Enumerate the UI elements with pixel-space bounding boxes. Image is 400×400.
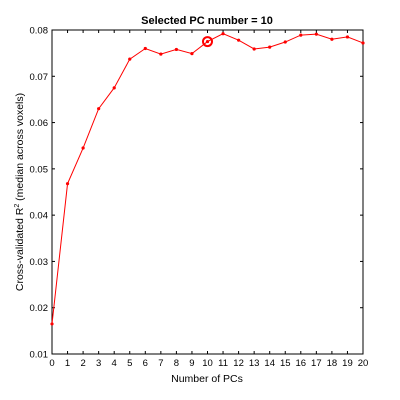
- y-tick-label: 0.01: [30, 350, 49, 361]
- x-tick-label: 5: [127, 358, 132, 369]
- y-tick-label: 0.08: [30, 26, 49, 37]
- series-line: [51, 33, 364, 324]
- chart-title: Selected PC number = 10: [141, 15, 273, 27]
- data-point: [221, 32, 225, 36]
- y-axis-label: Cross-validated R2 (median across voxels…: [14, 93, 26, 291]
- selected-point-marker: [202, 36, 213, 48]
- x-tick-label: 10: [202, 358, 213, 369]
- x-axis-label: Number of PCs: [171, 373, 243, 385]
- x-tick-label: 18: [327, 358, 338, 369]
- data-point: [159, 52, 163, 56]
- plot-frame: [51, 29, 364, 355]
- y-axis-label-prefix: Cross-validated R: [14, 207, 26, 291]
- x-tick-label: 16: [296, 358, 307, 369]
- data-point: [81, 146, 85, 150]
- x-tick-label: 13: [249, 358, 260, 369]
- data-point: [330, 37, 334, 41]
- data-point: [143, 46, 147, 51]
- data-point: [299, 33, 303, 37]
- data-point: [205, 39, 210, 44]
- series-layer: [50, 32, 365, 326]
- y-tick-label: 0.02: [30, 303, 49, 314]
- data-point: [361, 41, 365, 45]
- data-point: [252, 47, 256, 51]
- x-tick-label: 0: [49, 358, 54, 369]
- x-tick-label: 6: [143, 358, 148, 369]
- x-tick-label: 17: [311, 358, 322, 369]
- x-tick-label: 15: [280, 358, 291, 369]
- x-tick-label: 12: [233, 358, 244, 369]
- data-point: [174, 47, 178, 52]
- data-point: [314, 32, 318, 36]
- data-point: [97, 107, 101, 111]
- x-tick-label: 1: [65, 358, 70, 369]
- data-point: [237, 38, 241, 42]
- data-point: [345, 35, 350, 39]
- data-point: [65, 182, 70, 186]
- y-tick-label: 0.05: [30, 164, 49, 175]
- x-tick-label: 11: [218, 358, 228, 369]
- y-tick-label: 0.04: [30, 211, 49, 222]
- x-tick-label: 19: [342, 358, 353, 369]
- x-axis: 0 1 2 3 4 5 6 7 8 9 10 11 12 13 14 15 16 17 18 19 20: [49, 30, 368, 369]
- x-tick-label: 14: [264, 358, 275, 369]
- x-tick-label: 8: [174, 358, 179, 369]
- data-point: [50, 322, 54, 326]
- x-tick-label: 9: [189, 358, 194, 369]
- y-axis-label-superscript: 2: [14, 204, 21, 208]
- x-tick-label: 3: [96, 358, 101, 369]
- y-tick-label: 0.06: [30, 118, 49, 129]
- x-tick-label: 7: [158, 358, 163, 369]
- y-tick-label: 0.03: [30, 257, 49, 268]
- x-tick-label: 4: [112, 358, 117, 369]
- data-point: [283, 40, 287, 44]
- y-tick-label: 0.07: [30, 72, 49, 83]
- data-point: [268, 45, 272, 49]
- data-point: [112, 86, 116, 90]
- data-point: [128, 57, 132, 61]
- x-tick-label: 20: [358, 358, 369, 369]
- data-point: [190, 52, 194, 56]
- y-axis: 0.01 0.02 0.03 0.04 0.05 0.06 0.07 0.08: [30, 26, 363, 361]
- x-tick-label: 2: [80, 358, 85, 369]
- y-axis-label-suffix: (median across voxels): [14, 93, 26, 204]
